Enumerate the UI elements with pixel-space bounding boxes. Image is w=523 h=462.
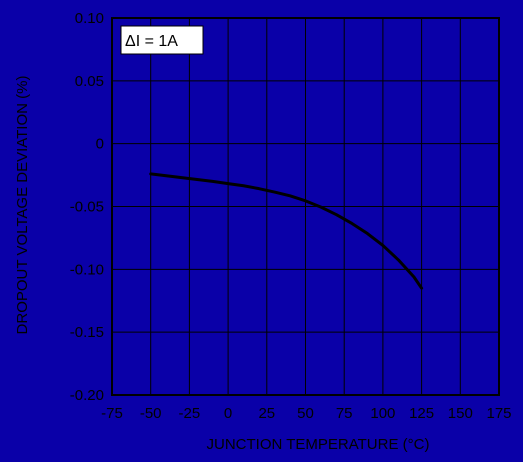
y-axis-title: DROPOUT VOLTAGE DEVIATION (%) [14, 76, 31, 335]
x-tick-label: 150 [448, 405, 473, 422]
y-tick-label: -0.10 [70, 261, 104, 278]
x-tick-label: 50 [297, 405, 314, 422]
annotation-text: ΔI = 1A [125, 33, 178, 50]
y-tick-label: -0.05 [70, 199, 104, 216]
x-tick-label: 125 [409, 405, 434, 422]
y-tick-label: 0.05 [75, 73, 104, 90]
y-tick-label: 0.10 [75, 10, 104, 27]
x-tick-label: 75 [336, 405, 353, 422]
y-tick-label: -0.20 [70, 387, 104, 404]
series-layer [149, 172, 424, 290]
tick-labels: -75 -50 -25 0 25 50 75 100 125 150 175 0.10 0.05 0 -0.… [70, 10, 512, 422]
y-tick-label: 0 [96, 136, 104, 153]
series-line [149, 172, 424, 290]
x-tick-label: -50 [140, 405, 162, 422]
x-tick-label: -75 [101, 405, 123, 422]
plot-frame [111, 17, 500, 396]
annotation-box: ΔI = 1A [120, 25, 204, 55]
x-axis-title: JUNCTION TEMPERATURE (°C) [207, 436, 430, 453]
x-tick-label: 100 [370, 405, 395, 422]
y-tick-label: -0.15 [70, 324, 104, 341]
x-tick-label: -25 [179, 405, 201, 422]
x-tick-label: 175 [486, 405, 511, 422]
plot-border [111, 17, 500, 396]
x-tick-label: 0 [224, 405, 232, 422]
x-tick-label: 25 [258, 405, 275, 422]
